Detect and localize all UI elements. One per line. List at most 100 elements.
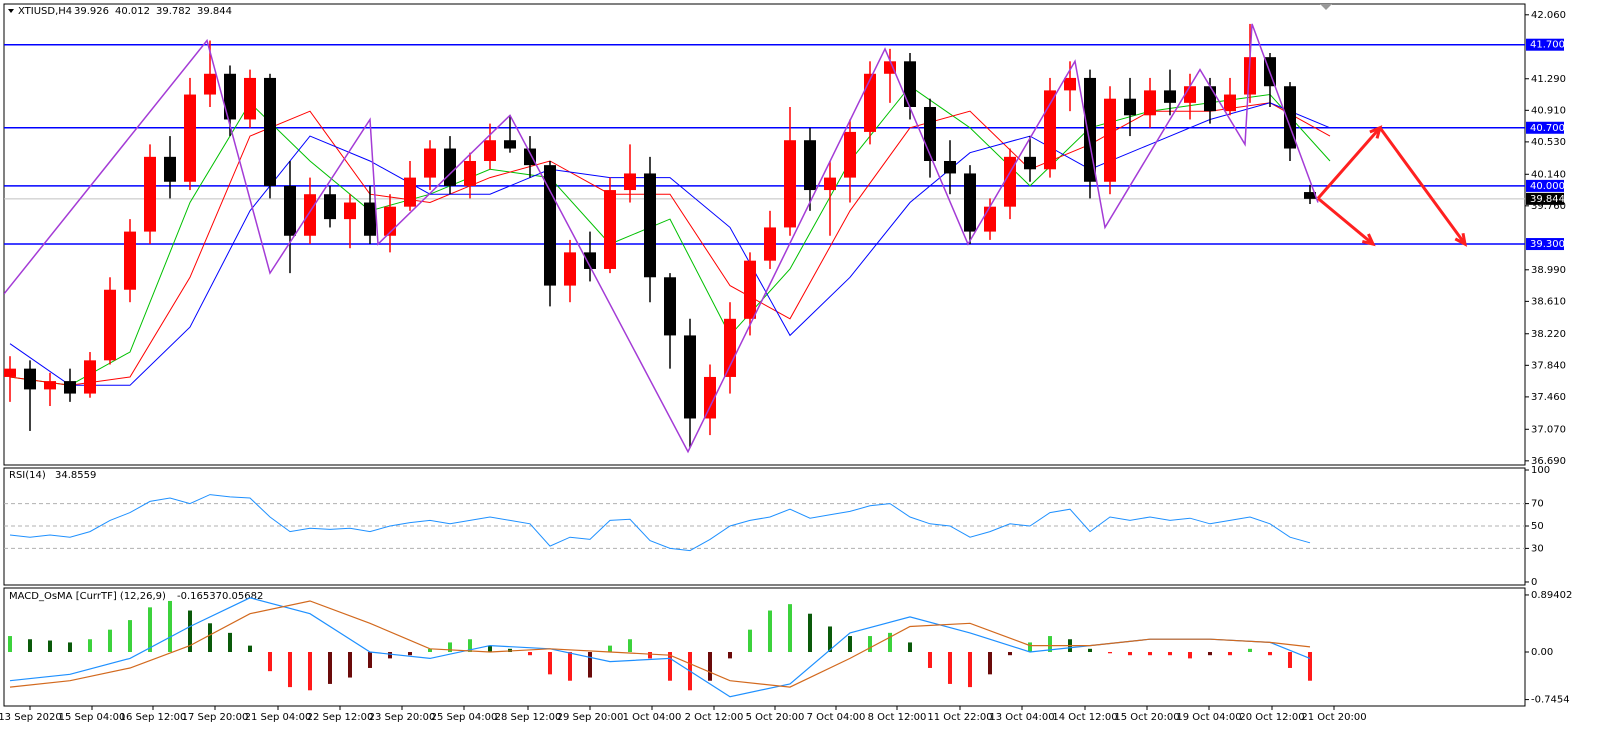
level-price-box (1526, 238, 1564, 251)
rsi-readout: 34.8559 (55, 470, 96, 481)
candle-body (844, 131, 856, 178)
histogram-bar (968, 652, 972, 688)
histogram-bar (8, 636, 12, 653)
histogram-bar (308, 652, 312, 691)
candle-body (404, 177, 416, 207)
y-tick-label: 37.460 (1531, 392, 1566, 403)
candle-body (664, 277, 676, 336)
level-price-box (1526, 121, 1564, 134)
y-tick-label: 70 (1531, 499, 1544, 510)
macd-readout: -0.16537 (177, 591, 222, 602)
candle-body (264, 77, 276, 186)
candle-body (704, 376, 716, 419)
candle-body (884, 61, 896, 74)
price-panel (3, 3, 1526, 466)
x-tick-label: 23 Sep 20:00 (369, 712, 436, 723)
candle-body (4, 368, 16, 377)
level-price-label: 41.700 (1530, 40, 1565, 51)
histogram-bar (568, 652, 572, 681)
histogram-bar (868, 636, 872, 653)
histogram-bar (628, 639, 632, 653)
x-tick-label: 1 Oct 04:00 (623, 712, 682, 723)
histogram-bar (468, 639, 472, 653)
histogram-bar (1108, 652, 1112, 654)
candle-body (1144, 90, 1156, 116)
histogram-bar (1028, 642, 1032, 653)
x-tick-label: 19 Oct 04:00 (1176, 712, 1241, 723)
y-tick-label: 38.220 (1531, 329, 1566, 340)
histogram-bar (648, 652, 652, 659)
histogram-bar (328, 652, 332, 684)
candle-body (904, 61, 916, 107)
candle-body (804, 140, 816, 191)
y-tick-label: 39.760 (1531, 201, 1566, 212)
histogram-bar (1048, 636, 1052, 653)
histogram-bar (928, 652, 932, 668)
current-price-box (1526, 192, 1564, 205)
histogram-bar (28, 639, 32, 653)
open-readout: 39.926 (74, 6, 109, 17)
candle-body (784, 140, 796, 228)
y-tick-label: 38.990 (1531, 265, 1566, 276)
rsi-title: RSI(14) (9, 470, 46, 481)
histogram-bar (888, 632, 892, 653)
histogram-bar (348, 652, 352, 678)
histogram-bar (68, 642, 72, 653)
histogram-bar (788, 604, 792, 653)
x-tick-label: 25 Sep 04:00 (431, 712, 498, 723)
histogram-bar (548, 652, 552, 675)
candle-body (1084, 77, 1096, 182)
forecast-arrow (1378, 126, 1467, 245)
histogram-bar (248, 645, 252, 653)
histogram-bar (488, 645, 492, 653)
macd-line (9, 597, 1311, 698)
level-price-box (1526, 179, 1564, 192)
candle-body (564, 252, 576, 286)
level-price-label: 40.700 (1530, 123, 1565, 134)
candle-body (184, 94, 196, 182)
forecast-arrow (1317, 197, 1374, 246)
y-tick-label: 37.070 (1531, 424, 1566, 435)
histogram-bar (228, 632, 232, 653)
histogram-bar (88, 639, 92, 653)
symbol-title: XTIUSD,H4 (18, 6, 72, 17)
y-tick-label: 41.290 (1531, 74, 1566, 85)
arrow-head (1454, 232, 1468, 247)
candle-body (1224, 94, 1236, 112)
candle-body (244, 77, 256, 120)
candle-body (324, 194, 336, 220)
x-tick-label: 22 Sep 12:00 (307, 712, 374, 723)
x-tick-label: 2 Oct 12:00 (685, 712, 744, 723)
histogram-bar (908, 642, 912, 653)
histogram-bar (1148, 652, 1152, 656)
histogram-bar (368, 652, 372, 668)
histogram-bar (1228, 652, 1232, 656)
histogram-bar (1288, 652, 1292, 668)
x-tick-label: 17 Sep 20:00 (182, 712, 249, 723)
x-tick-label: 14 Oct 12:00 (1052, 712, 1117, 723)
macd-line (9, 600, 1311, 688)
histogram-bar (148, 607, 152, 653)
arrow-head (1361, 233, 1376, 247)
x-tick-label: 8 Oct 12:00 (868, 712, 927, 723)
x-tick-label: 15 Sep 04:00 (59, 712, 126, 723)
histogram-bar (428, 648, 432, 653)
candle-body (464, 160, 476, 186)
current-price-label: 39.844 (1530, 194, 1565, 205)
candle-body (1024, 156, 1036, 170)
rsi-panel (3, 467, 1526, 586)
histogram-bar (708, 652, 712, 681)
candle-body (524, 148, 536, 166)
histogram-bar (268, 652, 272, 672)
histogram-bar (948, 652, 952, 684)
panel-content (8, 597, 1312, 698)
x-tick-label: 28 Sep 12:00 (495, 712, 562, 723)
rsi-line (9, 494, 1311, 552)
histogram-bar (448, 642, 452, 653)
y-tick-label: 100 (1531, 465, 1550, 476)
candle-body (1124, 98, 1136, 116)
histogram-bar (188, 610, 192, 653)
level-price-label: 39.300 (1530, 239, 1565, 250)
candle-body (624, 173, 636, 191)
